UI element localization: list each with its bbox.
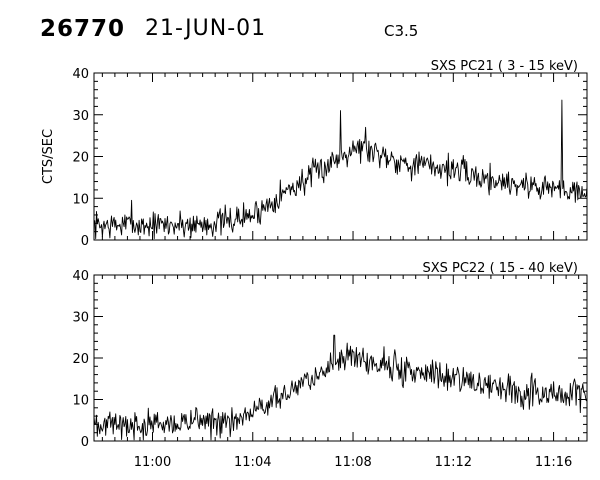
panel-pc21: 0 10 20 30 40 SXS PC21 ( 3 - 15 keV) CTS/SEC	[41, 59, 588, 249]
y-tick-label: 0	[81, 234, 89, 249]
series-line	[93, 99, 588, 240]
y-tick-label: 20	[72, 352, 89, 367]
panel-pc22: 0 10 20 30 40 11:00 11:04 11:08 11:12 11:16 SXS PC…	[72, 261, 588, 470]
series-line	[93, 334, 588, 441]
y-tick-label: 20	[72, 151, 89, 166]
x-tick-label: 11:00	[134, 455, 171, 470]
y-tick-label: 10	[72, 192, 89, 207]
y-axis-label: CTS/SEC	[41, 129, 56, 184]
event-id-label: 26770	[40, 16, 126, 42]
panel-title: SXS PC22 ( 15 - 40 keV)	[422, 261, 578, 276]
x-tick-label: 11:12	[435, 455, 472, 470]
y-tick-label: 30	[72, 311, 89, 326]
x-tick-label: 11:08	[334, 455, 371, 470]
y-tick-label: 30	[72, 109, 89, 124]
y-tick-label: 0	[81, 435, 89, 450]
y-tick-label: 40	[72, 269, 89, 284]
y-tick-label: 10	[72, 394, 89, 409]
y-tick-label: 40	[72, 67, 89, 82]
x-tick-label: 11:04	[234, 455, 271, 470]
flare-class-label: C3.5	[384, 22, 419, 40]
plot-frame	[93, 72, 588, 241]
panel-title: SXS PC21 ( 3 - 15 keV)	[431, 59, 578, 74]
x-tick-label: 11:16	[535, 455, 572, 470]
event-date-label: 21-JUN-01	[145, 16, 267, 41]
